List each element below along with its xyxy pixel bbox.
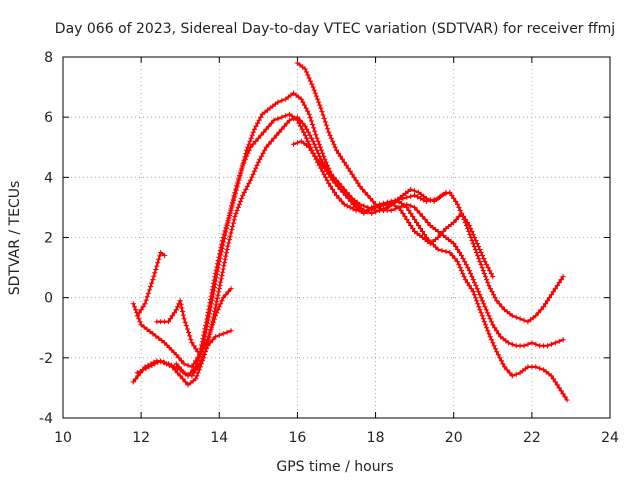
series-track-5 [154,286,234,358]
y-tick-labels: -4 -2 0 2 4 6 8 [39,50,53,427]
x-tick-label: 14 [210,430,228,446]
series-markers [173,328,234,379]
series-markers [130,111,570,403]
y-tick-label: 6 [44,110,53,126]
series-line [292,140,565,323]
plot-frame [62,56,611,419]
series-markers [130,90,449,370]
series-track-4 [134,249,168,319]
series-markers [294,60,566,349]
y-tick-label: -4 [39,411,53,427]
x-tick-label: 16 [289,430,307,446]
y-tick-label: 8 [44,50,53,66]
series-markers [290,138,566,325]
y-tick-label: 2 [44,231,53,247]
series-markers [134,249,168,319]
x-tick-label: 12 [132,430,150,446]
x-tick-label: 22 [523,430,541,446]
series-line [132,113,569,402]
grid-lines [63,57,610,418]
series-track-2 [130,111,570,403]
x-tick-label: 24 [601,430,619,446]
y-tick-label: 4 [44,170,53,186]
series-traces [130,60,570,403]
y-axis-label: SDTVAR / TECUs [7,181,23,296]
chart-title: Day 066 of 2023, Sidereal Day-to-day VTE… [55,21,615,37]
series-track-6 [173,328,234,379]
series-line [296,61,565,347]
x-tick-label: 10 [54,430,72,446]
series-track-7 [294,60,566,349]
series-track-8 [290,138,566,325]
x-tick-label: 20 [445,430,463,446]
series-track-1 [130,90,449,370]
series-line [132,91,447,368]
series-markers [154,286,234,358]
y-tick-label: 0 [44,291,53,307]
x-tick-label: 18 [367,430,385,446]
x-axis-label: GPS time / hours [276,459,393,475]
y-tick-label: -2 [39,351,53,367]
x-tick-labels: 10 12 14 16 18 20 22 24 [54,430,619,446]
